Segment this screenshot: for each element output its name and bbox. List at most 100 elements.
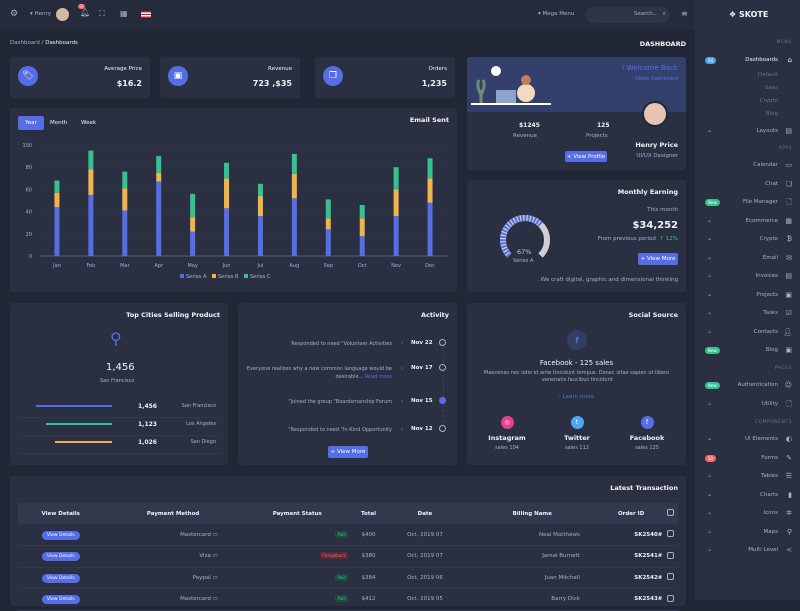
read-more-link[interactable]: Read more <box>364 374 392 380</box>
breadcrumb-parent[interactable]: Dashboard <box>10 40 40 46</box>
activity-view-more-label: View More <box>336 449 366 455</box>
settings-gear-icon[interactable]: ⚙ <box>10 9 19 19</box>
sidebar-item-utility[interactable]: ⌄ Utility 🗋 <box>695 399 800 411</box>
row-checkbox[interactable] <box>666 573 674 581</box>
sidebar-item-layouts[interactable]: ⌄ Layouts ▤ <box>695 126 800 138</box>
label: File Manager <box>742 199 778 205</box>
social-name: Instagram <box>488 434 526 442</box>
order-id[interactable]: SK2543# <box>599 588 663 611</box>
x-tick-label: Mar <box>120 263 130 269</box>
sidebar-item-contacts[interactable]: ⌄ Contacts 👤︎ <box>695 327 800 339</box>
copy-icon: ❐ <box>323 66 343 86</box>
select-all-checkbox[interactable] <box>666 509 674 516</box>
projects-value: 125 <box>597 122 610 129</box>
city-name: San Diego <box>190 439 216 445</box>
sidebar-item-charts[interactable]: ⌄ Charts ▮ <box>695 490 800 502</box>
latest-transaction-card: Latest Transaction View Details Payment M… <box>10 476 686 611</box>
flag-us-icon[interactable] <box>141 11 151 18</box>
sidebar-item-calendar[interactable]: Calendar ▭ <box>695 160 800 172</box>
sidebar-item-file-manager[interactable]: New File Manager 🗋 <box>695 197 800 209</box>
social-source-item[interactable]: t Twitter sales 112 <box>552 416 602 451</box>
bell-icon[interactable]: 🔔︎ <box>80 8 91 17</box>
bar-series-c-aug <box>291 153 297 174</box>
bar-series-c-sep <box>325 199 331 219</box>
column-header[interactable]: Order ID <box>599 503 663 524</box>
payment-method: Visa <box>199 553 211 560</box>
view-more-button[interactable]: + View More <box>638 253 678 265</box>
sidebar-sub-crypto[interactable]: Crypto <box>759 98 778 104</box>
learn-more-link[interactable]: › Learn more <box>558 394 595 400</box>
earning-value: $34,252 <box>632 220 678 231</box>
label: Blog <box>765 347 778 353</box>
sidebar-item-chat[interactable]: Chat ❏ <box>695 179 800 191</box>
sidebar-item-tables[interactable]: ⌄ Tables ☰ <box>695 471 800 483</box>
mega-menu[interactable]: ▾ Mega Menu <box>538 11 575 17</box>
column-header[interactable]: Total <box>351 503 386 524</box>
sidebar-item-crypto[interactable]: ⌄ Crypto ₿ <box>695 234 800 246</box>
credit-card-icon: ▭ <box>212 596 218 603</box>
sidebar-item-dashboards[interactable]: 04 Dashboards ⌂ <box>695 55 800 67</box>
sidebar-item-email[interactable]: ⌄ Email ✉ <box>695 253 800 265</box>
row-checkbox[interactable] <box>666 594 674 602</box>
social-source-item[interactable]: ◎ Instagram sales 104 <box>482 416 532 451</box>
sidebar-item-maps[interactable]: ⌄ Maps ⚲ <box>695 527 800 539</box>
aperture-icon: ✲ <box>786 509 792 517</box>
sidebar-item-ui-elements[interactable]: ⌄ UI Elements ◐ <box>695 434 800 446</box>
sidebar-item-authentication[interactable]: New Authentication ☺ <box>695 380 800 392</box>
bar-series-b-may <box>190 217 196 232</box>
payment-method: Mastercard <box>180 596 211 603</box>
learn-more-label: Learn more <box>562 394 595 400</box>
sidebar-item-invoices[interactable]: ⌄ Invoices ▤ <box>695 271 800 283</box>
order-id[interactable]: SK2540# <box>599 524 663 546</box>
column-header[interactable]: Date <box>385 503 465 524</box>
order-id[interactable]: SK2541# <box>599 545 663 568</box>
search-input[interactable]: Search... ⌕ <box>585 7 670 23</box>
user-menu[interactable]: ▾ Henry <box>30 11 52 17</box>
sidebar-item-icons[interactable]: ⌄ Icons ✲ <box>695 508 800 520</box>
profile-name: Henry Price <box>635 141 678 149</box>
row-checkbox[interactable] <box>666 530 674 537</box>
tab-year[interactable]: Year <box>18 116 44 130</box>
sidebar-sub-default[interactable]: Default <box>757 72 778 78</box>
welcome-card: ! Welcome Back Skote Dashboard Henry Pri… <box>467 57 686 170</box>
fullscreen-icon[interactable]: ⛶ <box>99 9 105 18</box>
sidebar-item-projects[interactable]: ⌄ Projects ▣ <box>695 290 800 302</box>
row-checkbox[interactable] <box>666 551 674 559</box>
sidebar-sub-saas[interactable]: Saas <box>764 85 778 91</box>
sidebar-item-multi-level[interactable]: ⌄ Multi Level < <box>695 545 800 557</box>
bar-series-b-feb <box>88 169 94 195</box>
social-source-item[interactable]: f Facebook sales 125 <box>622 416 672 451</box>
view-profile-button[interactable]: + View Profile <box>565 151 607 162</box>
tab-month[interactable]: Month <box>50 120 68 126</box>
city-row: 1,026 San Diego <box>18 436 220 454</box>
sidebar-item-forms[interactable]: 10 Forms ✎ <box>695 453 800 465</box>
brand-logo[interactable]: ❖ SKOTE <box>729 10 768 19</box>
order-id[interactable]: SK2542# <box>599 567 663 589</box>
x-tick-label: Jun <box>222 263 231 269</box>
sidebar-item-blog[interactable]: New Blog ▣ <box>695 345 800 357</box>
bar-series-c-dec <box>427 158 433 179</box>
column-header[interactable]: Payment Method <box>103 503 243 524</box>
profile-avatar <box>642 101 668 127</box>
sidebar-item-tasks[interactable]: ⌄ Tasks ☑ <box>695 308 800 320</box>
bar-series-c-jan <box>54 180 60 193</box>
chat-icon: ❏ <box>785 179 792 188</box>
payment-status-badge: Paid <box>335 530 348 538</box>
tab-week[interactable]: Week <box>81 120 97 126</box>
avatar[interactable] <box>56 8 69 21</box>
view-details-button[interactable]: View Details <box>41 552 80 562</box>
column-header[interactable]: Billing Name <box>464 503 600 524</box>
sidebar-sub-blog[interactable]: Blog <box>765 111 778 117</box>
view-details-button[interactable]: View Details <box>41 573 80 583</box>
apps-grid-icon[interactable]: ▦ <box>120 9 128 18</box>
sidebar: ❖ SKOTE MENU 04 Dashboards ⌂ Default Saa… <box>695 0 800 600</box>
column-header[interactable]: Payment Status <box>242 503 352 524</box>
activity-view-more-button[interactable]: + View More <box>328 446 368 458</box>
column-header[interactable]: View Details <box>18 503 104 524</box>
sidebar-item-ecommerce[interactable]: ⌄ Ecommerce ▦ <box>695 216 800 228</box>
stat-card: ▣ Revenue 723 ,$35 <box>160 57 300 98</box>
hamburger-menu-icon[interactable]: ≡ <box>681 9 688 18</box>
view-details-button[interactable]: View Details <box>41 530 80 540</box>
tone-icon: ◐ <box>785 435 792 443</box>
projects-label: Projects <box>586 133 608 139</box>
